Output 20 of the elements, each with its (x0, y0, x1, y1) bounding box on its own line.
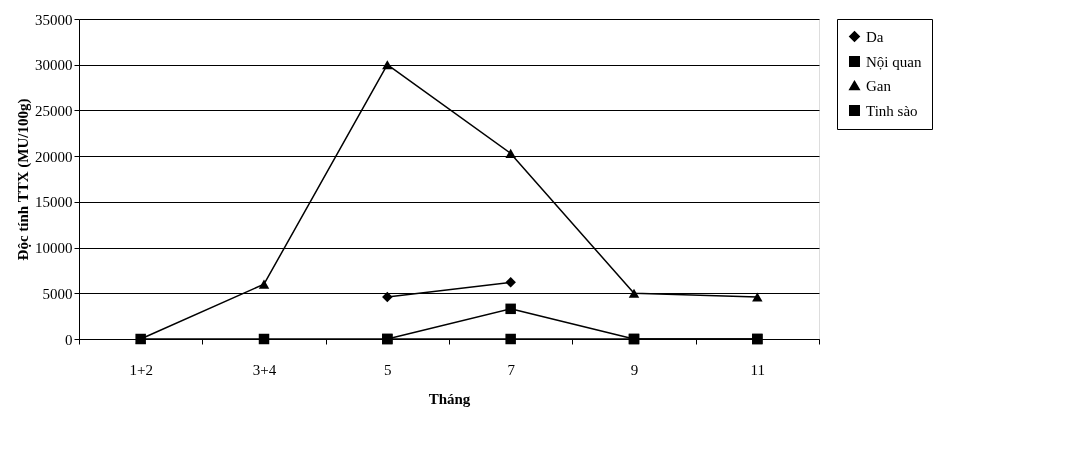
y-tick-label: 0 (65, 331, 73, 348)
x-tick-label: 1+2 (129, 361, 153, 378)
legend-label: Tinh sào (866, 102, 918, 119)
x-tick-label: 3+4 (252, 361, 277, 378)
y-tick-label: 20000 (35, 148, 73, 165)
x-tick-label: 5 (384, 361, 392, 378)
y-tick-label: 10000 (35, 240, 73, 257)
legend-label: Da (866, 28, 884, 45)
y-tick-label: 15000 (35, 194, 73, 211)
y-tick-label: 35000 (35, 11, 73, 28)
y-tick-label: 30000 (35, 57, 73, 74)
x-tick-label: 7 (507, 361, 516, 378)
legend-label: Gan (866, 77, 892, 94)
x-tick-label: 11 (750, 361, 766, 378)
x-axis-title: Tháng (428, 390, 471, 407)
legend-label: Nội quan (866, 53, 922, 70)
x-tick-label: 9 (630, 361, 639, 378)
y-tick-label: 25000 (35, 102, 73, 119)
y-axis-title: Độc tính TTX (MU/100g) (15, 98, 32, 261)
y-tick-label: 5000 (42, 285, 73, 302)
